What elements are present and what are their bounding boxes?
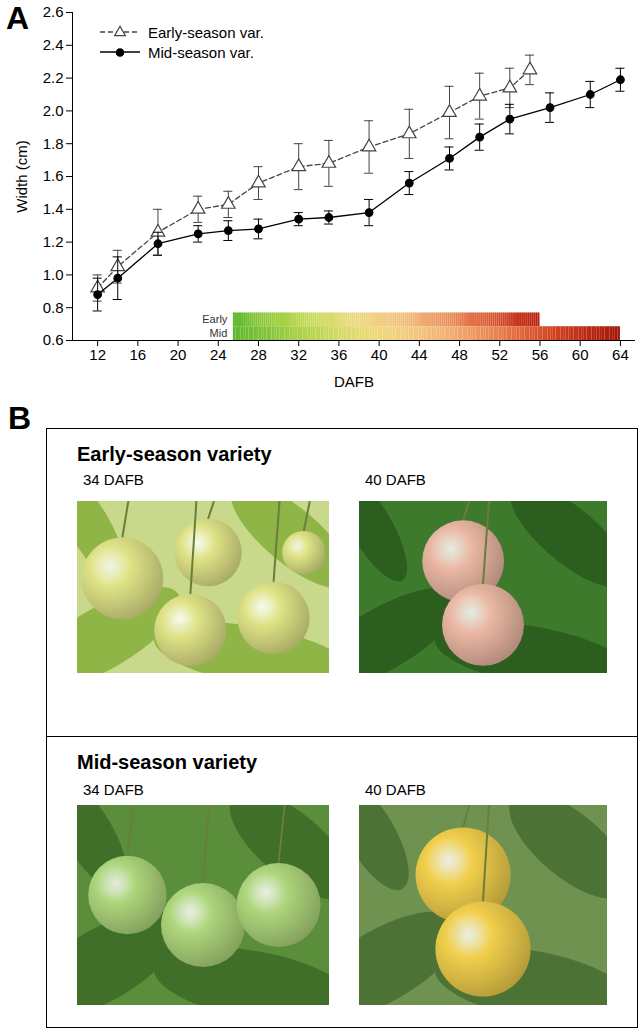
html-text:A: A — [6, 0, 30, 36]
svg-text:Early: Early — [202, 313, 228, 325]
svg-text:2.4: 2.4 — [43, 36, 64, 53]
svg-text:24: 24 — [210, 346, 227, 363]
svg-text:DAFB: DAFB — [334, 373, 374, 390]
svg-text:2.6: 2.6 — [43, 3, 64, 20]
svg-text:16: 16 — [130, 346, 147, 363]
svg-text:0.6: 0.6 — [43, 331, 64, 348]
svg-text:1.8: 1.8 — [43, 135, 64, 152]
svg-text:32: 32 — [290, 346, 307, 363]
svg-text:2.0: 2.0 — [43, 102, 64, 119]
html-text:40 DAFB: 40 DAFB — [365, 781, 426, 798]
svg-text:28: 28 — [250, 346, 267, 363]
html-text:Early-season variety: Early-season variety — [77, 443, 272, 465]
svg-text:40: 40 — [371, 346, 388, 363]
svg-text:1.6: 1.6 — [43, 167, 64, 184]
html-text:Early-season var.: Early-season var. — [148, 23, 264, 41]
svg-text:Width (cm): Width (cm) — [13, 140, 30, 213]
svg-text:56: 56 — [532, 346, 549, 363]
svg-text:60: 60 — [572, 346, 589, 363]
html-text:Mid-season variety: Mid-season variety — [77, 751, 258, 773]
svg-text:0.8: 0.8 — [43, 299, 64, 316]
svg-text:Mid: Mid — [210, 327, 228, 339]
html-text:34 DAFB: 34 DAFB — [83, 781, 144, 798]
svg-text:44: 44 — [411, 346, 428, 363]
svg-text:48: 48 — [451, 346, 468, 363]
svg-text:64: 64 — [612, 346, 629, 363]
html-text:40 DAFB: 40 DAFB — [365, 471, 426, 488]
svg-text:1.4: 1.4 — [43, 200, 64, 217]
html-text:34 DAFB: 34 DAFB — [83, 471, 144, 488]
svg-text:52: 52 — [491, 346, 508, 363]
svg-text:1.0: 1.0 — [43, 266, 64, 283]
svg-text:1.2: 1.2 — [43, 233, 64, 250]
svg-text:12: 12 — [89, 346, 106, 363]
html-text:Mid-season var.: Mid-season var. — [148, 43, 254, 61]
svg-text:20: 20 — [170, 346, 187, 363]
svg-text:36: 36 — [331, 346, 348, 363]
svg-text:2.2: 2.2 — [43, 69, 64, 86]
html-text:B: B — [8, 400, 32, 436]
